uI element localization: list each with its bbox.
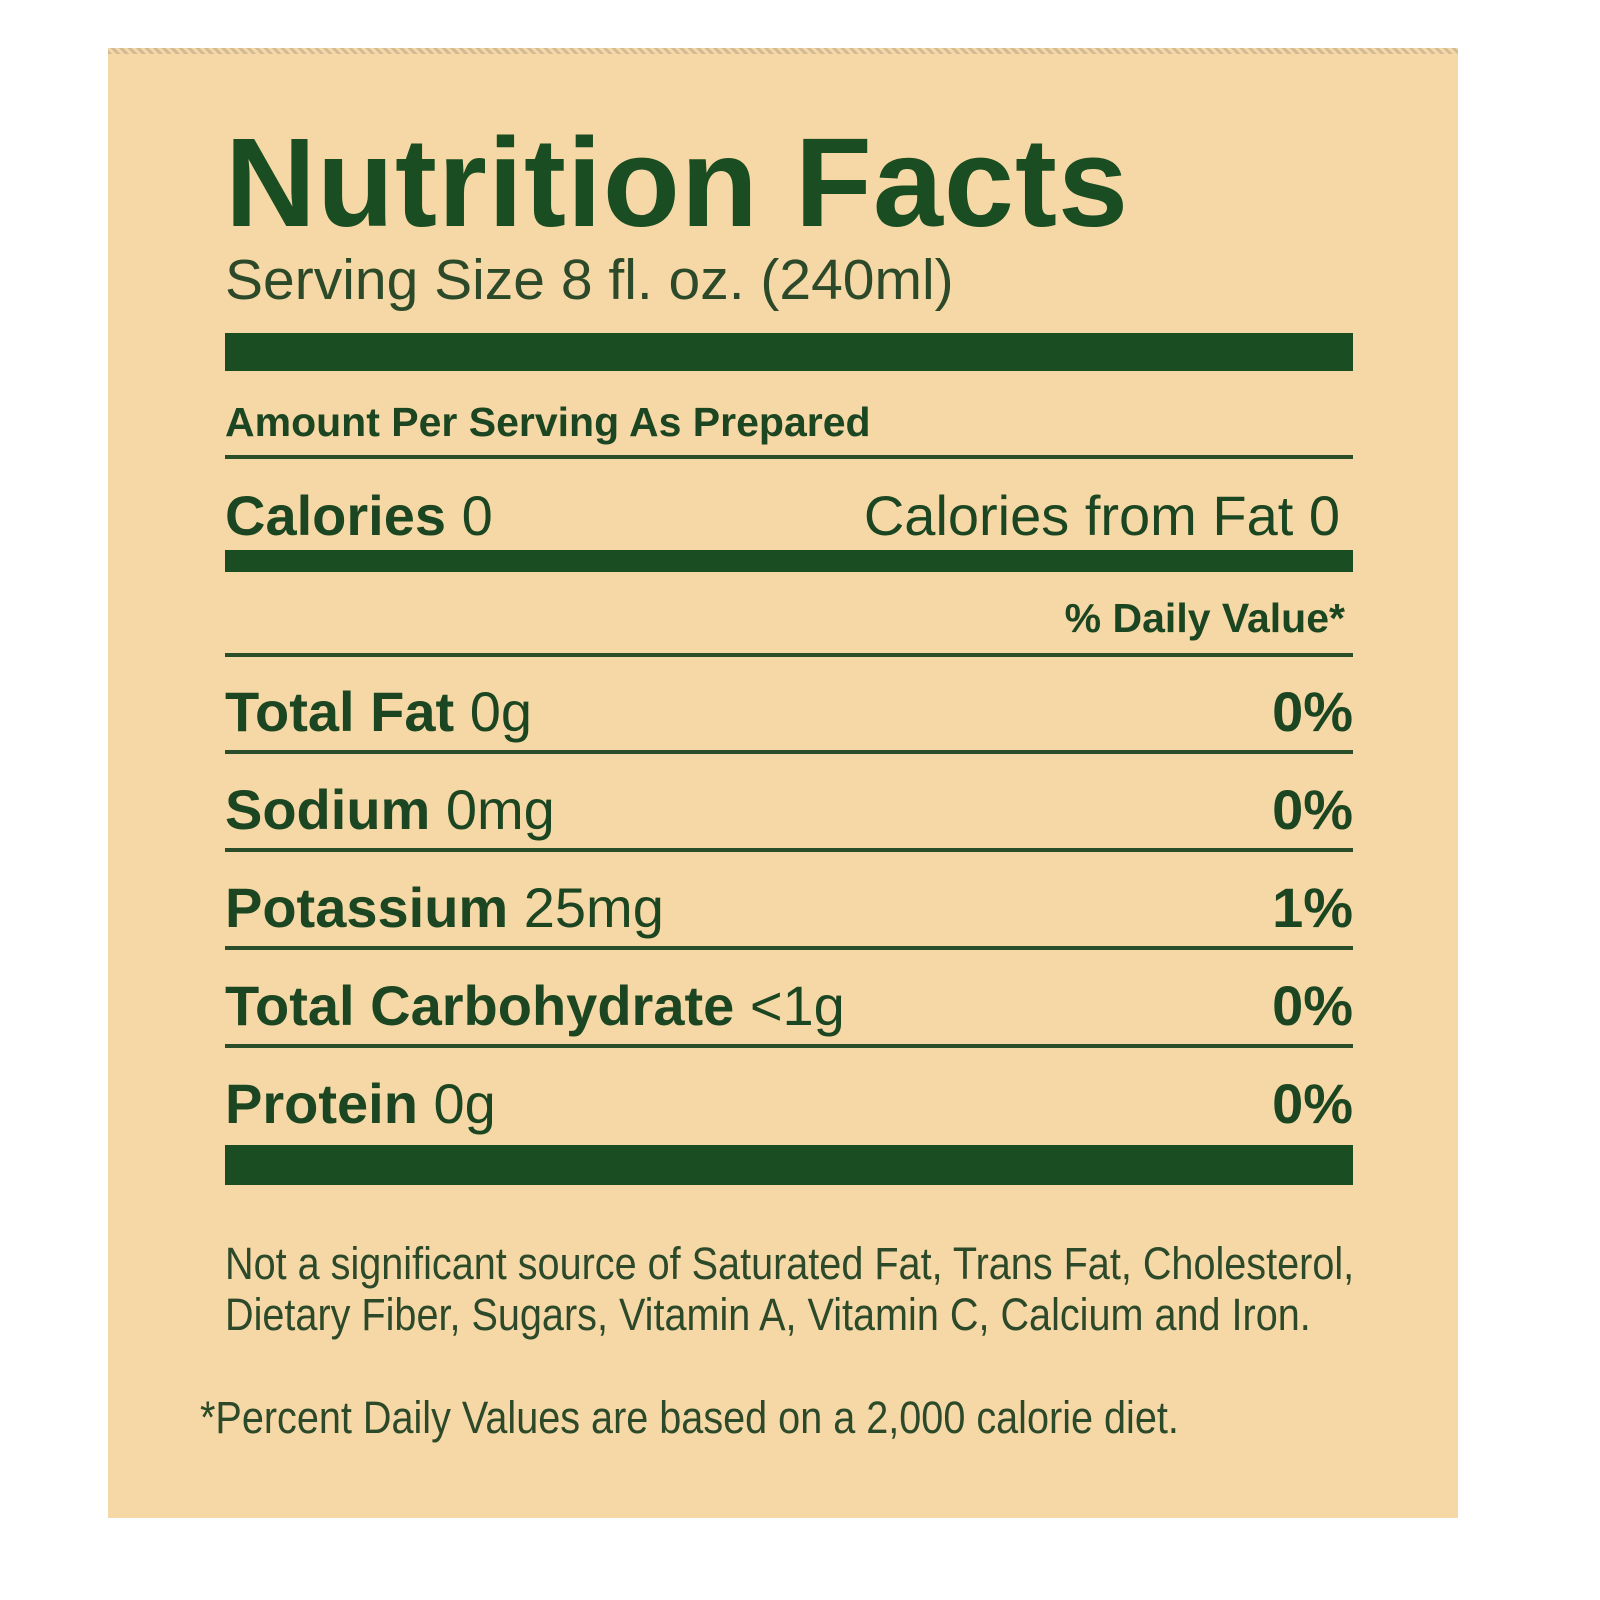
footnote-not-significant: Not a significant source of Saturated Fa… [225,1238,1355,1340]
nutrient-name: Total Fat [225,680,455,743]
thick-divider [225,333,1353,371]
divider [225,750,1353,754]
nutrient-dv: 1% [1272,876,1353,939]
calories-value: 0 [461,484,493,547]
nutrient-row: Protein 0g 0% [225,1072,1353,1136]
nutrient-name: Total Carbohydrate [225,974,735,1037]
nutrient-amount: <1g [749,974,845,1037]
amount-heading: Amount Per Serving As Prepared [225,399,871,445]
nutrient-dv: 0% [1272,1072,1353,1135]
nutrient-name: Protein [225,1072,418,1135]
divider [225,653,1353,657]
nutrient-dv: 0% [1272,680,1353,743]
divider [225,946,1353,950]
nutrient-row: Sodium 0mg 0% [225,778,1353,842]
label-panel [108,48,1458,1518]
nutrient-dv: 0% [1272,778,1353,841]
thick-divider [225,1145,1353,1185]
nutrient-name: Sodium [225,778,431,841]
nutrient-row: Total Carbohydrate <1g 0% [225,974,1353,1038]
calories-row: Calories 0 Calories from Fat 0 [225,484,1340,548]
medium-divider [225,550,1353,572]
nutrient-row: Potassium 25mg 1% [225,876,1353,940]
label-title: Nutrition Facts [225,112,1130,253]
nutrient-amount: 0g [469,680,533,743]
nutrient-amount: 0g [433,1072,496,1135]
divider [225,848,1353,852]
nutrient-amount: 25mg [523,876,664,939]
serving-size: Serving Size 8 fl. oz. (240ml) [225,248,954,312]
nutrient-amount: 0mg [445,778,555,841]
nutrient-name: Potassium [225,876,509,939]
nutrient-dv: 0% [1272,974,1353,1037]
calories-label: Calories [225,484,446,547]
nutrient-row: Total Fat 0g 0% [225,680,1353,744]
footnote-daily-values: *Percent Daily Values are based on a 2,0… [200,1392,1179,1443]
divider [225,455,1353,459]
calories-from-fat: Calories from Fat 0 [863,484,1340,547]
daily-value-heading: % Daily Value* [1064,595,1345,641]
divider [225,1044,1353,1048]
